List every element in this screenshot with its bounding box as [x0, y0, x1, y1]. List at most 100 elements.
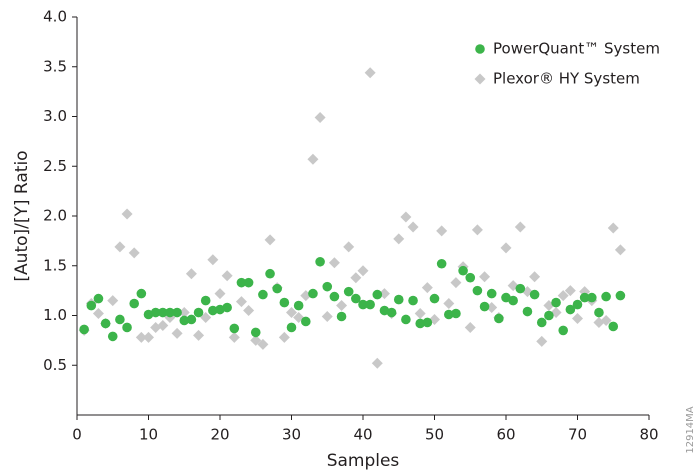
point: [486, 288, 497, 299]
point: [515, 283, 526, 294]
point: [479, 301, 490, 312]
x-tick-label: 50: [425, 426, 444, 444]
y-tick-label: 1.5: [43, 256, 67, 274]
point: [600, 314, 612, 326]
point: [121, 208, 133, 220]
point: [143, 331, 154, 343]
point: [322, 281, 333, 292]
point: [165, 307, 175, 318]
point: [93, 293, 104, 304]
point: [557, 290, 569, 302]
point: [572, 299, 583, 310]
point: [414, 308, 426, 320]
point: [421, 282, 433, 294]
y-tick-label: 1.0: [43, 306, 67, 324]
point: [221, 270, 233, 282]
point: [243, 277, 254, 288]
point: [350, 272, 362, 284]
point: [100, 318, 111, 329]
point: [279, 297, 290, 308]
point: [301, 316, 311, 327]
point: [229, 323, 240, 334]
point: [422, 317, 433, 328]
x-tick-label: 10: [139, 426, 158, 444]
point: [185, 268, 197, 280]
point: [179, 315, 190, 326]
point: [186, 314, 197, 325]
point: [122, 322, 132, 333]
point: [336, 300, 348, 312]
point: [393, 233, 405, 245]
point: [401, 314, 411, 325]
y-tick-label: 4.0: [43, 8, 67, 26]
point: [265, 268, 275, 279]
point: [135, 331, 147, 343]
y-tick-label: 2.0: [43, 207, 67, 225]
point: [386, 307, 397, 318]
point: [343, 286, 354, 297]
point: [328, 257, 340, 269]
point: [114, 241, 126, 253]
point: [250, 327, 261, 338]
point: [608, 321, 619, 332]
point: [594, 307, 604, 318]
point: [136, 288, 147, 299]
x-tick-label: 30: [282, 426, 301, 444]
point: [258, 289, 268, 300]
point: [471, 224, 483, 236]
point: [529, 289, 540, 300]
point: [286, 322, 297, 333]
point: [514, 221, 526, 233]
point: [157, 319, 169, 331]
point: [257, 338, 269, 350]
point: [228, 331, 240, 343]
point: [450, 277, 462, 289]
point: [444, 309, 454, 320]
point: [315, 256, 325, 267]
point: [372, 289, 383, 300]
point: [564, 285, 576, 297]
point: [193, 307, 204, 318]
legend-label: Plexor® HY System: [493, 70, 640, 88]
point: [601, 291, 611, 302]
point: [551, 297, 561, 308]
point: [278, 331, 290, 343]
point: [286, 307, 297, 319]
point: [393, 294, 404, 305]
x-tick-label: 80: [639, 426, 658, 444]
point: [614, 244, 626, 256]
point: [128, 247, 140, 259]
point: [272, 283, 283, 294]
point: [222, 302, 232, 313]
point: [357, 265, 369, 277]
point: [544, 310, 554, 321]
y-tick-label: 0.5: [43, 356, 67, 374]
point: [172, 307, 182, 318]
x-tick-label: 70: [568, 426, 587, 444]
point: [536, 335, 548, 347]
point: [264, 234, 276, 246]
point: [436, 225, 448, 237]
point: [307, 153, 319, 165]
point: [558, 325, 568, 336]
y-tick-label: 3.0: [43, 107, 67, 125]
point: [615, 290, 626, 301]
figure-code: 12914MA: [685, 406, 696, 453]
point: [536, 317, 547, 328]
point: [208, 305, 218, 316]
point: [494, 313, 504, 324]
point: [451, 308, 461, 319]
y-tick-label: 2.5: [43, 157, 67, 175]
point: [500, 242, 512, 254]
point: [314, 111, 326, 123]
point: [371, 357, 383, 369]
point: [178, 307, 190, 319]
point: [508, 295, 518, 306]
point: [329, 291, 340, 302]
point: [607, 222, 619, 234]
point: [572, 312, 583, 324]
point: [587, 292, 597, 303]
point: [436, 258, 447, 269]
point: [308, 288, 318, 299]
x-tick-label: 40: [353, 426, 372, 444]
